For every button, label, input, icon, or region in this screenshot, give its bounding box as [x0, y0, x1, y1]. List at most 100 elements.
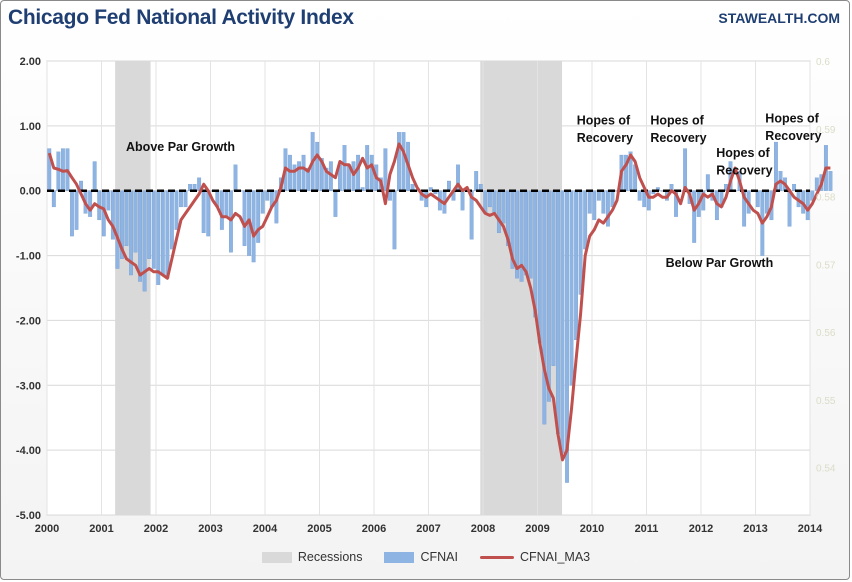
cfnai-bar: [147, 190, 152, 259]
cfnai-bar: [574, 190, 579, 341]
x-tick-label: 2009: [525, 523, 549, 535]
y-tick-label: 0.00: [20, 186, 41, 198]
cfnai-bar: [397, 132, 401, 191]
cfnai-bar: [556, 190, 560, 435]
cfnai-bar: [369, 154, 374, 191]
right-tick-label: 0.58: [816, 193, 836, 204]
cfnai-bar: [646, 190, 651, 211]
cfnai-bar: [601, 190, 606, 214]
legend-label-cfnai-ma3: CFNAI_MA3: [519, 550, 591, 564]
cfnai-bar: [501, 190, 506, 224]
cfnai-bar: [401, 132, 406, 191]
cfnai-bar: [142, 190, 147, 292]
cfnai-bar: [360, 187, 365, 191]
annotation-label: Recovery: [765, 129, 821, 143]
cfnai-bar: [624, 154, 628, 191]
legend-item-cfnai: CFNAI: [384, 550, 458, 564]
cfnai-bar: [351, 161, 356, 191]
x-tick-label: 2012: [689, 523, 713, 535]
cfnai-bar: [755, 190, 760, 208]
cfnai-bar: [169, 190, 174, 250]
cfnai-bar: [542, 190, 547, 425]
y-tick-label: -3.00: [16, 380, 41, 392]
cfnai-bar: [528, 190, 533, 279]
cfnai-bar: [288, 154, 292, 191]
cfnai-bar: [88, 190, 93, 217]
cfnai-ma3-polyline: [47, 142, 831, 462]
cfnai-bar: [587, 190, 592, 214]
cfnai-bar: [115, 190, 120, 269]
cfnai-bar: [229, 190, 233, 253]
cfnai-bar: [683, 148, 688, 191]
cfnai-bar: [124, 190, 129, 246]
cfnai-bar: [560, 190, 565, 454]
cfnai-bar: [605, 190, 610, 227]
x-tick-label: 2003: [198, 523, 222, 535]
site-label: STAWEALTH.COM: [718, 10, 840, 26]
right-tick-label: 0.54: [816, 464, 836, 475]
cfnai-bar: [537, 190, 542, 344]
annotations: Above Par Growth Below Par Growth Hopes of…: [126, 112, 822, 271]
x-tick-label: 2014: [798, 523, 823, 535]
x-tick-label: 2002: [144, 523, 168, 535]
cfnai-bar: [383, 148, 388, 191]
x-tick-label: 2007: [416, 523, 440, 535]
annotation-label: Hopes of: [765, 112, 819, 126]
cfnai-bar: [792, 184, 797, 191]
cfnai-ma3-line: [47, 142, 831, 462]
y-tick-label: -4.00: [16, 445, 41, 457]
y-tick-label: 1.00: [20, 121, 41, 133]
right-tick-label: 0.55: [816, 396, 836, 407]
y-tick-label: -2.00: [16, 315, 41, 327]
annotation-label: Above Par Growth: [126, 140, 235, 154]
cfnai-bar: [496, 190, 501, 234]
y-tick-label: -1.00: [16, 251, 41, 263]
cfnai-bar: [138, 190, 143, 282]
cfnai-bar: [447, 180, 451, 191]
cfnai-bar: [705, 174, 710, 191]
cfnai-bar: [424, 190, 429, 208]
cfnai-bar: [551, 190, 556, 366]
cfnai-bar: [260, 190, 265, 214]
cfnai-bar: [224, 190, 229, 217]
legend-swatch-recessions: [261, 551, 292, 563]
y-tick-label: 2.00: [20, 56, 41, 68]
cfnai-bar: [487, 190, 492, 208]
x-tick-label: 2005: [307, 523, 331, 535]
annotation-label: Recovery: [650, 131, 706, 145]
cfnai-bar: [315, 141, 320, 191]
cfnai-bar: [120, 190, 124, 259]
cfnai-bar: [183, 190, 188, 208]
cfnai-bar: [274, 190, 279, 224]
cfnai-bar: [160, 190, 165, 276]
cfnai-bar: [70, 190, 74, 237]
cfnai-bar: [110, 190, 115, 240]
cfnai-bar: [692, 190, 697, 243]
chart-title: Chicago Fed National Activity Index: [8, 6, 354, 29]
cfnai-bar: [460, 190, 465, 211]
cfnai-bar: [596, 190, 601, 201]
cfnai-bar: [787, 190, 792, 227]
cfnai-bar: [492, 190, 497, 214]
legend-label-cfnai: CFNAI: [420, 550, 458, 564]
cfnai-bar: [174, 190, 179, 230]
right-tick-label: 0.57: [816, 260, 836, 271]
legend-swatch-cfnai: [384, 551, 415, 563]
right-tick-label: 0.56: [816, 328, 836, 339]
cfnai-bar: [233, 164, 238, 191]
x-tick-label: 2013: [743, 523, 767, 535]
x-tick-label: 2010: [580, 523, 604, 535]
cfnai-bar: [392, 190, 397, 250]
cfnai-bar: [151, 190, 156, 269]
annotation-label: Below Par Growth: [666, 256, 774, 270]
legend: Recessions CFNAI CFNAI_MA3: [0, 550, 852, 564]
cfnai-bar: [583, 190, 588, 250]
x-tick-label: 2004: [253, 523, 278, 535]
cfnai-bar: [133, 190, 138, 253]
cfnai-bar: [592, 190, 597, 221]
annotation-label: Hopes of: [577, 114, 631, 128]
cfnai-bar: [428, 187, 433, 191]
cfnai-bar: [828, 171, 833, 191]
cfnai-bar: [546, 190, 551, 402]
